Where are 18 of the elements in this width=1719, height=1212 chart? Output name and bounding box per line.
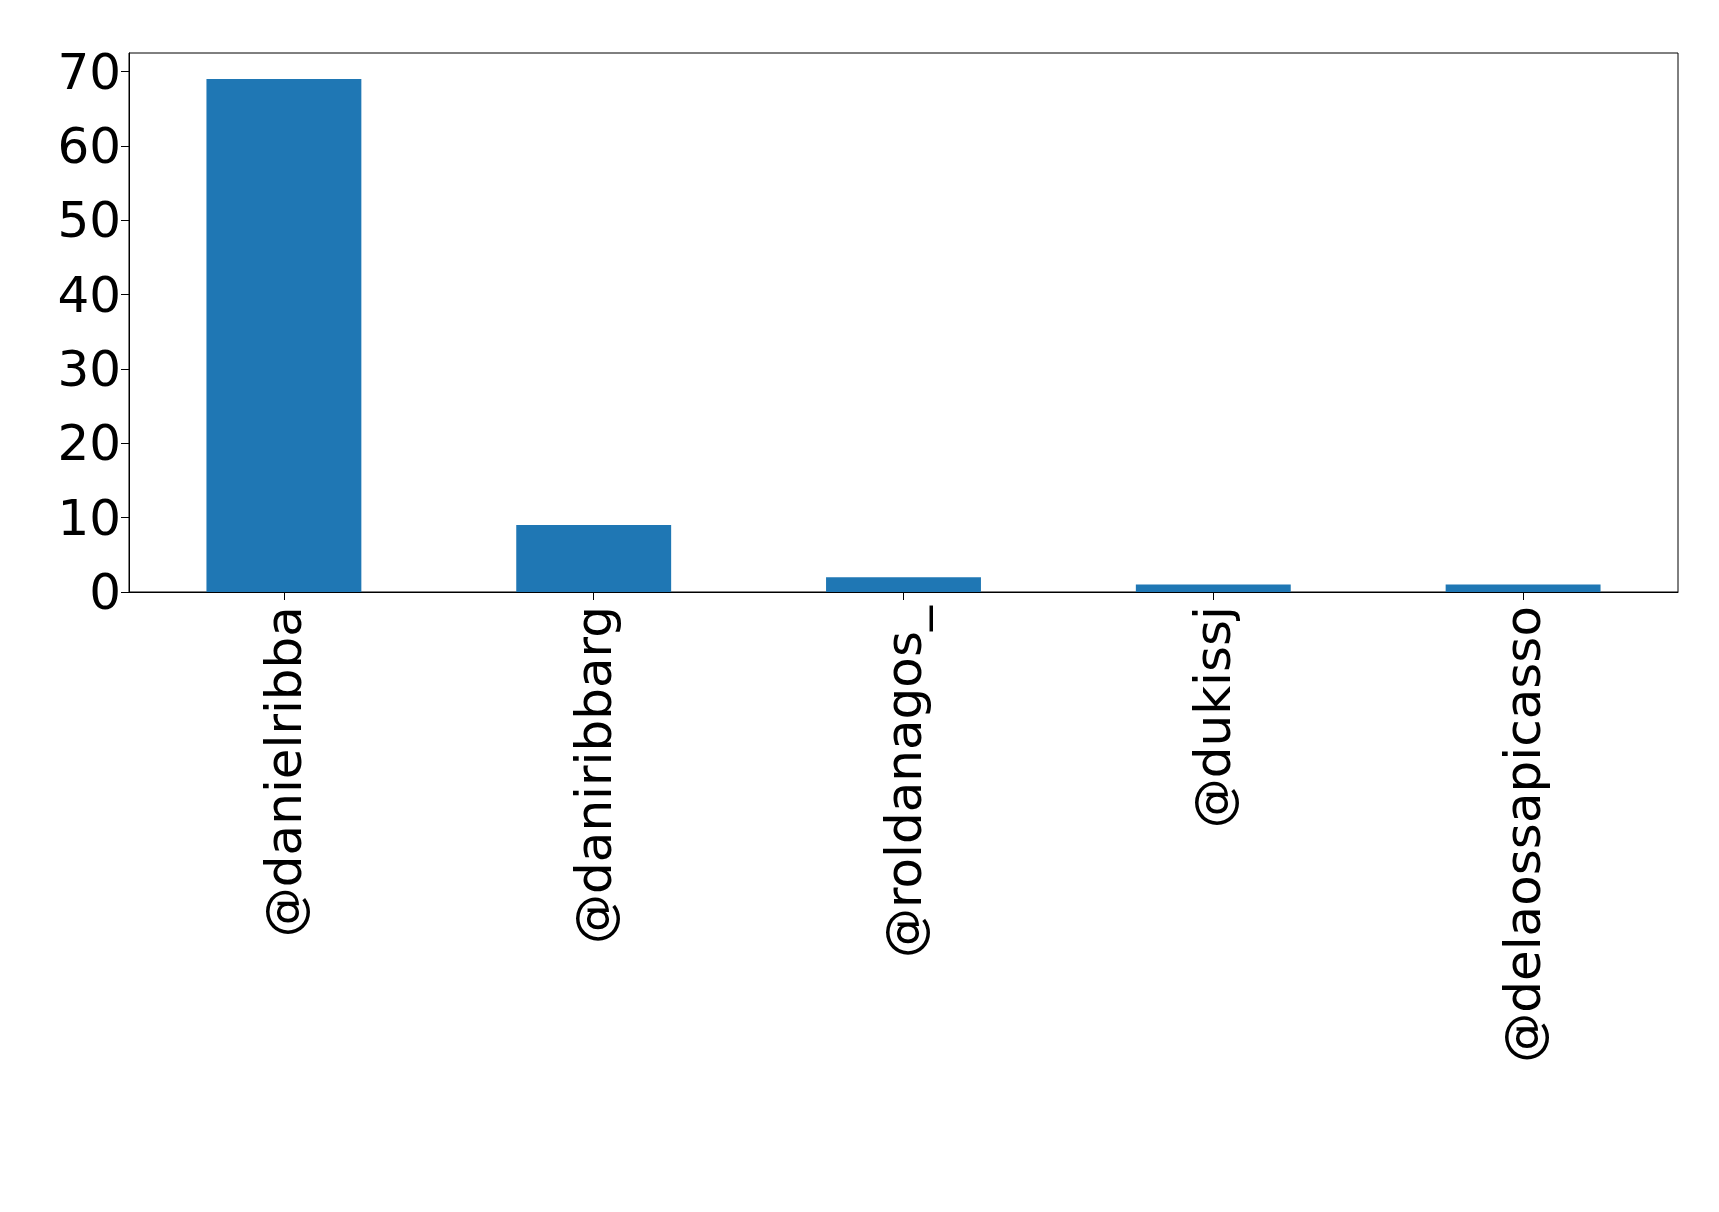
y-tick-label: 40 [57, 265, 121, 324]
bar [826, 577, 981, 592]
x-tick-label: @dukissj [1184, 606, 1243, 829]
y-tick-label: 70 [57, 42, 121, 101]
x-tick-label: @delaossapicasso [1494, 606, 1553, 1063]
y-tick-label: 10 [57, 488, 121, 547]
x-tick-label: @danielribba [254, 606, 313, 938]
bar [206, 79, 362, 592]
bar [1445, 584, 1601, 592]
y-tick-label: 50 [57, 191, 121, 250]
x-tick-label: @daniribbarg [564, 606, 623, 944]
y-tick-label: 30 [57, 339, 121, 398]
y-tick-label: 0 [89, 563, 121, 621]
bar [516, 525, 672, 592]
x-tick-label: @roldanagos_ [874, 605, 933, 959]
y-tick-label: 60 [57, 116, 121, 175]
y-tick-label: 20 [57, 414, 121, 473]
bar [1135, 584, 1291, 592]
